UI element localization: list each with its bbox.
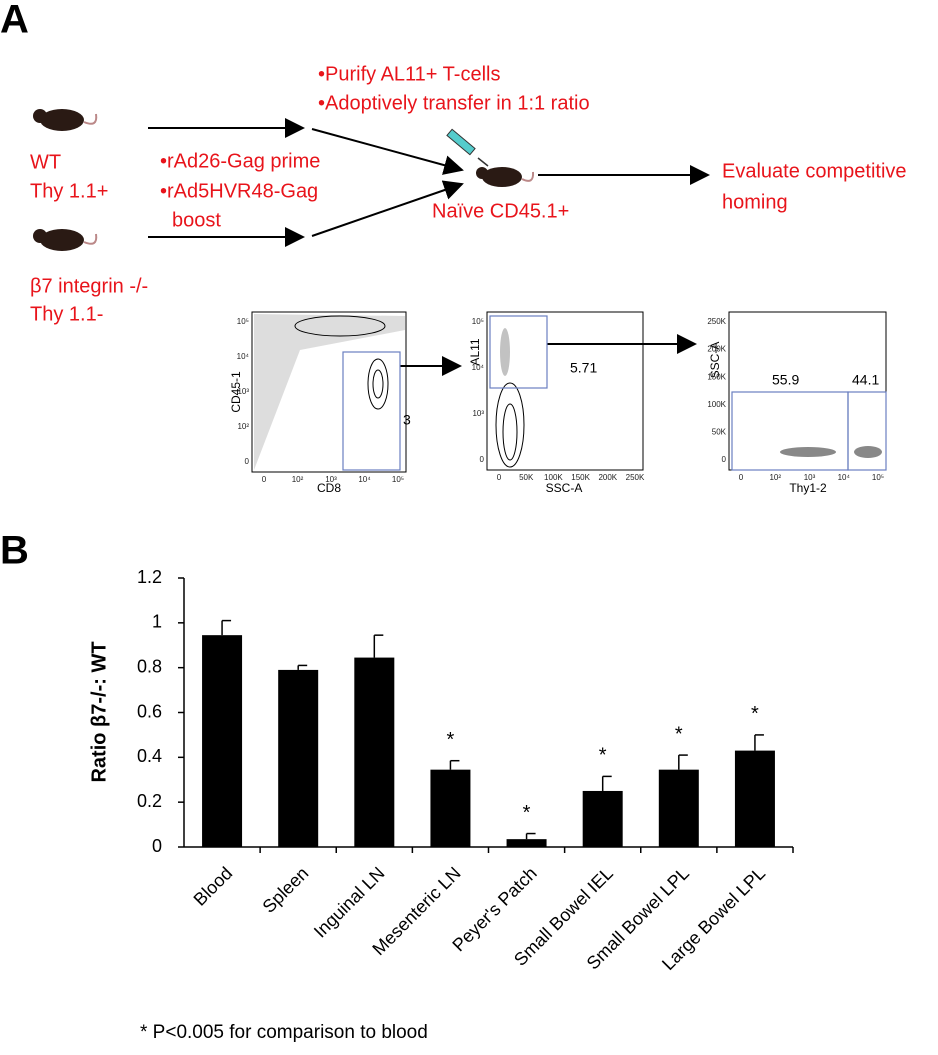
- y-tick-label: 1.2: [137, 567, 162, 587]
- flow-tick-label: 0: [245, 457, 250, 466]
- flow-tick-label: 0: [739, 473, 744, 482]
- flow-tick-label: 10³: [804, 473, 816, 482]
- mouse-label: Thy 1.1-: [30, 303, 103, 325]
- flow-tick-label: 10³: [237, 387, 249, 396]
- y-tick-label: 0.8: [137, 656, 162, 676]
- bar: [278, 669, 319, 847]
- bar: [582, 790, 623, 847]
- y-tick-label: 0.4: [137, 746, 162, 766]
- significance-mark: *: [523, 802, 531, 824]
- bar: [430, 769, 471, 847]
- gate-value: 44.1: [852, 372, 879, 388]
- flow-tick-label: 100K: [707, 400, 726, 409]
- footnote: * P<0.005 for comparison to blood: [140, 1022, 428, 1043]
- flow-plot: 55.9 44.1: [728, 311, 887, 471]
- flow-tick-label: 10²: [292, 475, 304, 484]
- recipient-label: Naïve CD45.1+: [432, 200, 569, 222]
- gate-value: 3: [403, 412, 411, 428]
- flow-tick-label: 10⁴: [237, 352, 250, 361]
- panel-label: B: [0, 529, 29, 573]
- axis-label: AL11: [468, 338, 482, 365]
- syringe-icon: [446, 128, 489, 167]
- flow-tick-label: 10⁴: [838, 473, 851, 482]
- flow-tick-label: 250K: [707, 317, 726, 326]
- axis-label: SSC-A: [708, 342, 722, 379]
- flow-tick-label: 250K: [626, 473, 645, 482]
- flow-tick-label: 10³: [472, 409, 484, 418]
- flow-plot: 3: [251, 311, 411, 473]
- mouse-label: Thy 1.1+: [30, 180, 108, 202]
- mouse-icon: [33, 109, 535, 251]
- flow-tick-label: 150K: [707, 372, 726, 381]
- readout-text: Evaluate competitive: [722, 160, 907, 182]
- flow-tick-label: 10⁵: [872, 473, 884, 482]
- x-tick-label: Blood: [190, 863, 237, 910]
- step-text: •Adoptively transfer in 1:1 ratio: [318, 92, 590, 114]
- flow-tick-label: 0: [722, 455, 727, 464]
- gate-value: 55.9: [772, 372, 799, 388]
- step-text: •rAd5HVR48-Gag: [160, 180, 318, 202]
- bar: [506, 839, 547, 847]
- mouse-label: β7 integrin -/-: [30, 275, 148, 297]
- flow-tick-label: 50K: [519, 473, 534, 482]
- flow-tick-label: 0: [262, 475, 267, 484]
- flow-tick-label: 200K: [707, 345, 726, 354]
- flow-tick-label: 10⁴: [472, 363, 485, 372]
- y-tick-label: 0: [152, 836, 162, 856]
- significance-mark: *: [447, 729, 455, 751]
- bar: [734, 750, 775, 847]
- bar: [354, 657, 395, 847]
- mouse-label: WT: [30, 151, 61, 173]
- step-text: •Purify AL11+ T-cells: [318, 63, 500, 85]
- bar: [658, 769, 699, 847]
- flow-tick-label: 10⁵: [472, 317, 484, 326]
- axis-label: SSC-A: [546, 481, 583, 495]
- step-text: boost: [172, 209, 221, 231]
- flow-tick-label: 10³: [325, 475, 337, 484]
- x-tick-label: Inguinal LN: [310, 863, 389, 942]
- panel-label: A: [0, 0, 29, 42]
- significance-mark: *: [751, 703, 759, 725]
- flow-tick-label: 150K: [571, 473, 590, 482]
- flow-tick-label: 10⁵: [237, 317, 249, 326]
- bar: [202, 635, 243, 847]
- significance-mark: *: [675, 723, 683, 745]
- flow-tick-label: 0: [497, 473, 502, 482]
- axis-label: CD45-1: [229, 371, 243, 413]
- arrows: [148, 118, 710, 376]
- y-tick-label: 0.2: [137, 791, 162, 811]
- significance-mark: *: [599, 745, 607, 767]
- flow-tick-label: 100K: [544, 473, 563, 482]
- x-tick-label: Spleen: [259, 863, 313, 917]
- flow-tick-label: 10⁴: [358, 475, 371, 484]
- gate-value: 5.71: [570, 360, 597, 376]
- readout-text: homing: [722, 191, 788, 213]
- y-axis-label: Ratio β7-/-: WT: [88, 641, 110, 782]
- step-text: •rAd26-Gag prime: [160, 150, 320, 172]
- flow-tick-label: 10⁵: [392, 475, 404, 484]
- flow-tick-label: 50K: [712, 428, 727, 437]
- flow-tick-label: 200K: [598, 473, 617, 482]
- y-tick-label: 0.6: [137, 701, 162, 721]
- axis-label: CD8: [317, 481, 341, 495]
- flow-tick-label: 0: [480, 455, 485, 464]
- flow-plot: 5.71: [486, 311, 644, 471]
- y-tick-label: 1: [152, 612, 162, 632]
- flow-tick-label: 10²: [237, 422, 249, 431]
- flow-tick-label: 10²: [769, 473, 781, 482]
- axis-label: Thy1-2: [789, 481, 827, 495]
